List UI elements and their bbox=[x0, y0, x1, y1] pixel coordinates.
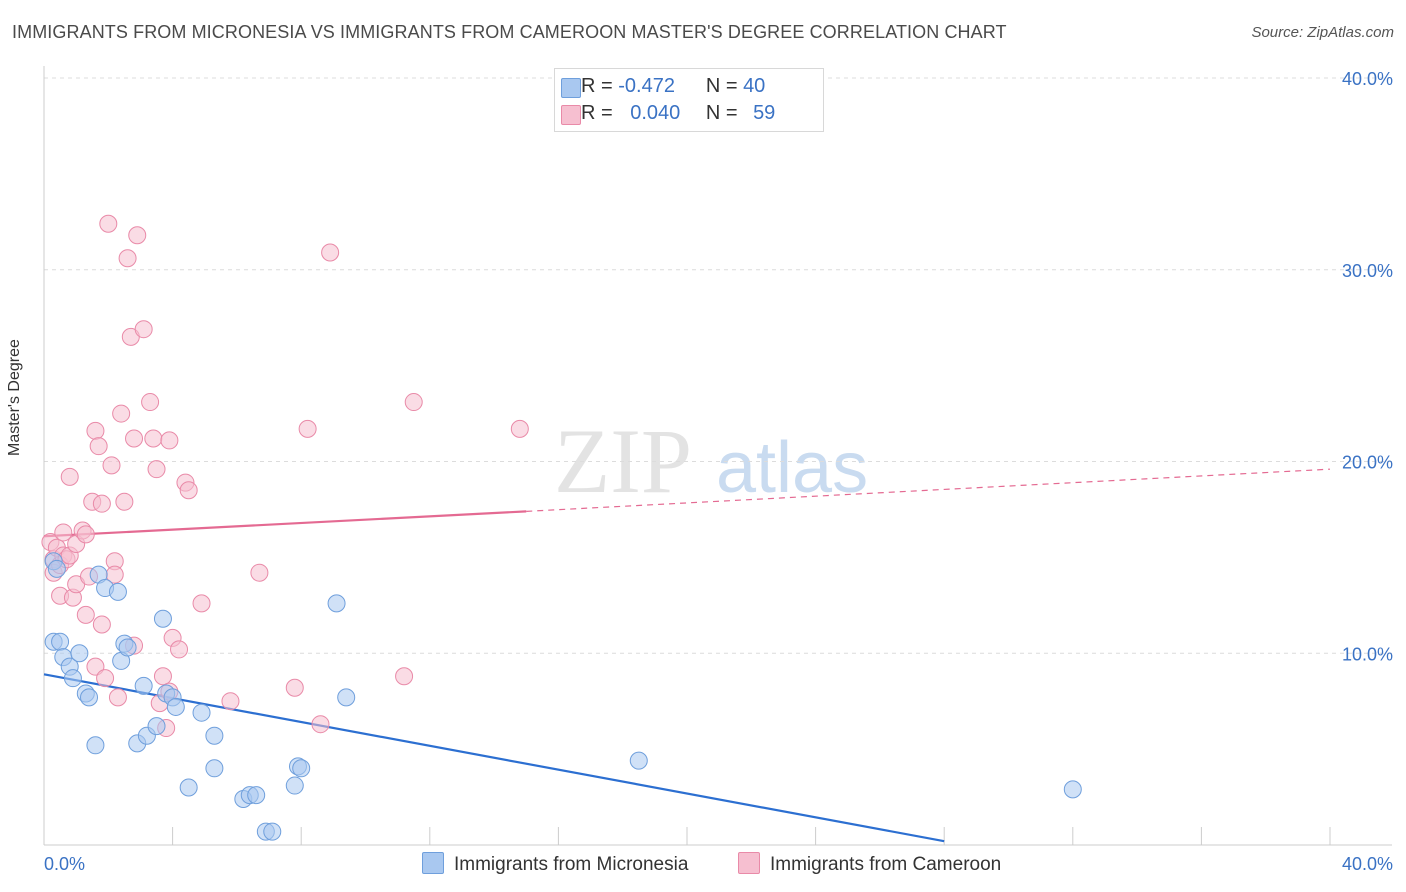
point-cameroon bbox=[311, 715, 330, 734]
point-cameroon bbox=[510, 419, 529, 438]
point-micronesia bbox=[134, 676, 153, 695]
point-micronesia bbox=[108, 582, 127, 601]
point-micronesia bbox=[80, 688, 99, 707]
point-micronesia bbox=[51, 632, 70, 651]
point-cameroon bbox=[395, 667, 414, 686]
legend-item-micronesia[interactable]: Immigrants from Micronesia bbox=[422, 852, 688, 876]
stats-r-label: R = bbox=[581, 75, 613, 97]
point-cameroon bbox=[54, 523, 73, 542]
tick-labels: 10.0% 20.0% 30.0% 40.0% 0.0% 40.0% bbox=[44, 69, 1393, 874]
stats-row-micronesia: R = -0.472 N = 40 bbox=[561, 75, 766, 98]
legend-label-micronesia: Immigrants from Micronesia bbox=[454, 854, 689, 875]
point-micronesia bbox=[47, 559, 66, 578]
point-cameroon bbox=[115, 492, 134, 511]
point-micronesia bbox=[263, 822, 282, 841]
trend-line-extension bbox=[526, 468, 1331, 512]
point-cameroon bbox=[160, 431, 179, 450]
y-tick-label: 40.0% bbox=[1342, 69, 1393, 89]
point-cameroon bbox=[76, 605, 95, 624]
point-micronesia bbox=[118, 638, 137, 657]
point-cameroon bbox=[96, 669, 115, 688]
y-tick-label: 30.0% bbox=[1342, 261, 1393, 281]
stats-r-cameroon: 0.040 bbox=[630, 102, 681, 124]
point-cameroon bbox=[192, 594, 211, 613]
point-cameroon bbox=[60, 467, 79, 486]
point-cameroon bbox=[92, 494, 111, 513]
data-points bbox=[41, 214, 1082, 841]
y-tick-label: 10.0% bbox=[1342, 644, 1393, 664]
point-cameroon bbox=[86, 657, 105, 676]
legend-swatch-cameroon bbox=[738, 852, 760, 874]
stats-r-micronesia: -0.472 bbox=[618, 75, 675, 97]
point-cameroon bbox=[89, 437, 108, 456]
chart-title: IMMIGRANTS FROM MICRONESIA VS IMMIGRANTS… bbox=[12, 22, 1007, 42]
point-micronesia bbox=[70, 644, 89, 663]
trend-line-cameroon bbox=[43, 510, 527, 538]
stats-box: R = -0.472 N = 40 R = 0.040 N = 59 bbox=[554, 68, 824, 132]
point-micronesia bbox=[86, 736, 105, 755]
point-micronesia bbox=[205, 726, 224, 745]
source-credit: Source: ZipAtlas.com bbox=[1251, 24, 1394, 41]
point-micronesia bbox=[1063, 780, 1082, 799]
point-micronesia bbox=[179, 778, 198, 797]
trend-lines bbox=[43, 468, 1331, 843]
grid bbox=[44, 77, 1392, 654]
y-tick-label: 20.0% bbox=[1342, 453, 1393, 473]
stats-row-cameroon: R = 0.040 N = 59 bbox=[561, 102, 776, 125]
trend-line-micronesia bbox=[43, 673, 945, 843]
point-micronesia bbox=[629, 751, 648, 770]
stats-n-label: N = bbox=[705, 75, 738, 97]
point-cameroon bbox=[108, 688, 127, 707]
stats-n-micronesia: 40 bbox=[743, 75, 766, 97]
point-cameroon bbox=[86, 421, 105, 440]
point-cameroon bbox=[125, 429, 144, 448]
point-cameroon bbox=[112, 404, 131, 423]
point-cameroon bbox=[76, 525, 95, 544]
point-cameroon bbox=[147, 460, 166, 479]
point-cameroon bbox=[92, 615, 111, 634]
point-micronesia bbox=[285, 776, 304, 795]
point-micronesia bbox=[327, 594, 346, 613]
x-tick-label: 40.0% bbox=[1342, 854, 1393, 874]
point-cameroon bbox=[285, 678, 304, 697]
stats-n-cameroon: 59 bbox=[753, 102, 776, 124]
watermark: ZIP atlas bbox=[554, 410, 868, 512]
point-cameroon bbox=[134, 320, 153, 339]
point-micronesia bbox=[292, 759, 311, 778]
point-cameroon bbox=[170, 640, 189, 659]
stats-swatch-micronesia bbox=[561, 78, 581, 98]
point-cameroon bbox=[404, 393, 423, 412]
point-micronesia bbox=[63, 669, 82, 688]
point-micronesia bbox=[153, 609, 172, 628]
point-micronesia bbox=[247, 786, 266, 805]
point-cameroon bbox=[298, 419, 317, 438]
point-micronesia bbox=[337, 688, 356, 707]
legend-item-cameroon[interactable]: Immigrants from Cameroon bbox=[738, 852, 1001, 876]
point-cameroon bbox=[141, 393, 160, 412]
point-micronesia bbox=[205, 759, 224, 778]
point-micronesia bbox=[166, 697, 185, 716]
y-axis-label: Master's Degree bbox=[6, 339, 23, 456]
axes bbox=[43, 66, 1392, 846]
point-cameroon bbox=[179, 481, 198, 500]
point-cameroon bbox=[118, 249, 137, 268]
point-cameroon bbox=[144, 429, 163, 448]
point-cameroon bbox=[102, 456, 121, 475]
point-cameroon bbox=[128, 226, 147, 245]
point-cameroon bbox=[99, 214, 118, 233]
watermark-atlas: atlas bbox=[716, 428, 868, 508]
point-cameroon bbox=[221, 692, 240, 711]
legend-swatch-micronesia bbox=[422, 852, 444, 874]
stats-n-label: N = bbox=[705, 102, 738, 124]
x-tick-label: 0.0% bbox=[44, 854, 85, 874]
point-cameroon bbox=[153, 667, 172, 686]
point-micronesia bbox=[147, 717, 166, 736]
point-cameroon bbox=[321, 243, 340, 262]
legend-label-cameroon: Immigrants from Cameroon bbox=[770, 854, 1002, 875]
stats-swatch-cameroon bbox=[561, 105, 581, 125]
stats-r-label: R = bbox=[581, 102, 613, 124]
point-cameroon bbox=[250, 563, 269, 582]
point-micronesia bbox=[192, 703, 211, 722]
